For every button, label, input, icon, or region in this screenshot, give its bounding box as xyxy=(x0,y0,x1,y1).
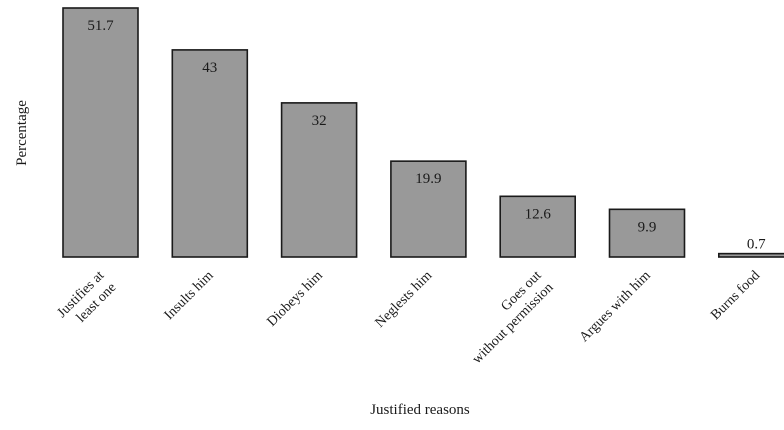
bar-5 xyxy=(499,195,577,258)
category-label-line: Burns food xyxy=(708,268,763,323)
bar-3 xyxy=(280,102,358,258)
bar-value-label-6: 9.9 xyxy=(638,219,657,235)
category-label-3: Diobeys him xyxy=(264,268,326,330)
category-label-5: Goes outwithout permission xyxy=(458,268,557,367)
category-labels-group: Justifies atleast one Insults him Diobeys … xyxy=(55,268,763,367)
bar-1 xyxy=(62,7,139,258)
category-label-line: Neglests him xyxy=(373,268,436,331)
bar-7 xyxy=(717,252,784,258)
bar-6 xyxy=(608,208,686,258)
category-label-7: Burns food xyxy=(708,268,763,323)
category-label-6: Argues with him xyxy=(577,268,654,345)
category-label-1: Justifies atleast one xyxy=(55,268,120,333)
category-label-line: Diobeys him xyxy=(264,268,326,330)
category-label-2: Insults him xyxy=(162,268,217,323)
bar-2 xyxy=(171,49,249,258)
bar-value-label-4: 19.9 xyxy=(415,171,441,187)
bar-4 xyxy=(390,160,467,258)
bar-value-label-5: 12.6 xyxy=(525,206,552,222)
y-axis-title: Percentage xyxy=(14,100,30,166)
bars-group xyxy=(62,7,784,258)
category-label-line: Argues with him xyxy=(577,268,654,345)
x-axis-title: Justified reasons xyxy=(370,402,470,418)
category-label-4: Neglests him xyxy=(373,268,436,331)
bar-value-label-7: 0.7 xyxy=(747,237,766,253)
bar-value-label-1: 51.7 xyxy=(87,18,114,34)
value-labels-group: 51.7 43 32 19.9 12.6 9.9 0.7 xyxy=(87,18,766,253)
bar-value-label-2: 43 xyxy=(202,60,217,76)
bar-value-label-3: 32 xyxy=(312,113,327,129)
category-label-line: Insults him xyxy=(162,268,217,323)
